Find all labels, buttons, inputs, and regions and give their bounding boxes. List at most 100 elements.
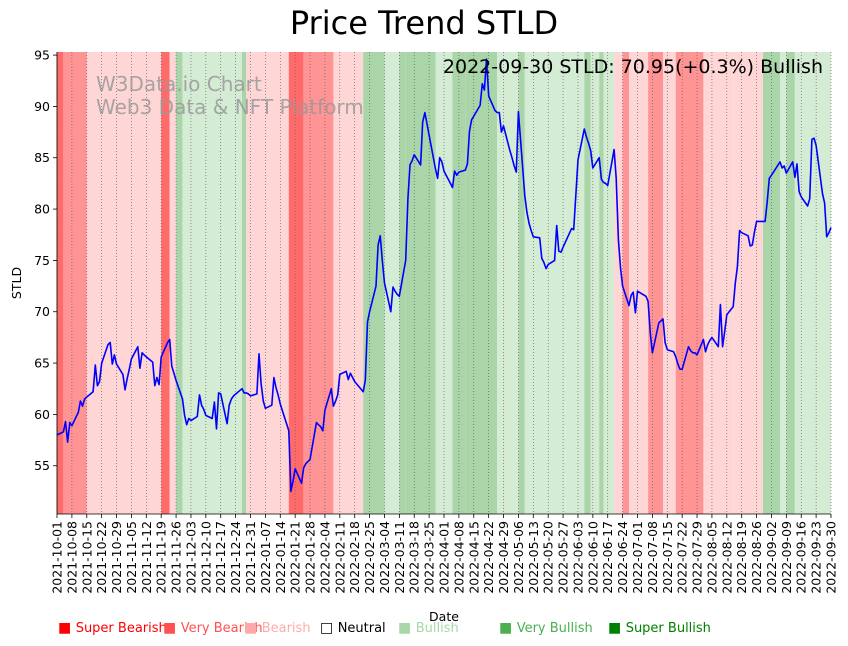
x-tick-label: 2022-02-25	[362, 521, 377, 594]
watermark-text: W3Data.io Chart	[96, 72, 262, 96]
legend-item-bearish: ■ Bearish	[244, 620, 311, 636]
legend-label: Bearish	[261, 621, 311, 636]
x-tick-label: 2021-11-26	[169, 521, 184, 594]
band-very-bullish	[399, 52, 406, 514]
y-tick-label: 55	[34, 458, 50, 473]
y-axis-label: STLD	[9, 267, 24, 299]
x-tick-label: 2022-09-02	[764, 521, 779, 594]
band-bearish	[703, 52, 734, 514]
x-tick-label: 2021-10-08	[64, 521, 79, 594]
x-tick-label: 2022-06-24	[615, 521, 630, 594]
x-tick-label: 2021-11-12	[139, 521, 154, 594]
y-tick-label: 95	[34, 48, 50, 63]
band-very-bearish	[622, 52, 629, 514]
x-tick-label: 2022-05-06	[511, 521, 526, 594]
band-bullish	[384, 52, 400, 514]
band-bullish	[590, 52, 600, 514]
y-tick-label: 80	[34, 202, 50, 217]
band-bullish	[794, 52, 831, 514]
legend-item-neutral: □ Neutral	[320, 620, 386, 636]
band-very-bearish	[303, 52, 334, 514]
x-tick-label: 2022-03-11	[392, 521, 407, 594]
band-super-bearish	[288, 52, 304, 514]
x-tick-label: 2022-08-05	[704, 521, 719, 594]
x-tick-label: 2022-04-15	[466, 521, 481, 594]
last-price-annotation: 2022-09-30 STLD: 70.95(+0.3%) Bullish	[443, 56, 823, 78]
band-bullish	[779, 52, 787, 514]
price-line-layer	[56, 58, 832, 493]
x-tick-label: 2022-09-23	[809, 521, 824, 594]
x-gridlines	[56, 52, 832, 514]
x-tick-label: 2022-08-26	[749, 521, 764, 594]
x-tick-label: 2021-12-03	[183, 521, 198, 594]
x-tick-label: 2022-01-07	[258, 521, 273, 594]
x-tick-label: 2022-03-25	[422, 521, 437, 594]
x-tick-label: 2022-09-16	[794, 521, 809, 594]
x-tick-label: 2022-07-22	[675, 521, 690, 594]
x-tick-label: 2021-12-10	[198, 521, 213, 594]
x-tick-label: 2022-01-14	[273, 521, 288, 594]
x-tick-label: 2021-12-17	[213, 521, 228, 594]
band-bullish	[182, 52, 242, 514]
legend-swatch: ■	[398, 620, 416, 636]
x-tick-label: 2021-11-05	[124, 521, 139, 594]
legend-swatch: ■	[499, 620, 517, 636]
x-tick-label: 2022-02-04	[317, 521, 332, 594]
legend-swatch: ■	[58, 620, 76, 636]
band-very-bearish	[648, 52, 664, 514]
x-tick-label: 2022-01-21	[288, 521, 303, 594]
legend-swatch: ■	[244, 620, 262, 636]
band-very-bullish	[405, 52, 436, 514]
x-tick-label: 2021-10-22	[94, 521, 109, 594]
band-bearish	[614, 52, 623, 514]
band-bearish	[169, 52, 177, 514]
legend-label: Super Bullish	[625, 621, 711, 636]
x-tick-label: 2022-02-18	[347, 521, 362, 594]
y-tick-label: 65	[34, 356, 50, 371]
band-bearish	[628, 52, 649, 514]
band-bullish	[497, 52, 519, 514]
x-tick-label: 2022-02-11	[332, 521, 347, 594]
legend-item-super-bullish: ■ Super Bullish	[608, 620, 711, 636]
legend-label: Neutral	[337, 621, 386, 636]
band-very-bullish	[786, 52, 795, 514]
y-tick-label: 70	[34, 304, 50, 319]
band-very-bullish	[584, 52, 591, 514]
band-super-bearish	[161, 52, 170, 514]
x-axis-label: Date	[429, 609, 459, 624]
x-tick-label: 2022-04-01	[437, 521, 452, 594]
x-tick-label: 2021-10-15	[79, 521, 94, 594]
band-very-bearish	[63, 52, 87, 514]
y-tick-label: 85	[34, 150, 50, 165]
x-tick-label: 2021-12-31	[243, 521, 258, 594]
band-very-bullish	[465, 52, 498, 514]
x-tick-label: 2022-09-30	[824, 521, 839, 594]
x-tick-label: 2021-12-24	[228, 521, 243, 594]
y-tick-label: 90	[34, 99, 50, 114]
legend-swatch: □	[320, 620, 338, 636]
legend-label: Bullish	[415, 621, 459, 636]
band-bearish	[663, 52, 676, 514]
x-tick-label: 2022-06-17	[600, 521, 615, 594]
band-bearish	[733, 52, 763, 514]
x-tick-label: 2022-05-13	[526, 521, 541, 594]
band-very-bullish	[176, 52, 183, 514]
x-tick-label: 2022-01-28	[303, 521, 318, 594]
band-very-bullish	[599, 52, 604, 514]
x-tick-label: 2022-03-18	[407, 521, 422, 594]
x-tick-label: 2022-05-20	[541, 521, 556, 594]
price-line	[56, 58, 832, 493]
x-tick-label: 2022-08-12	[719, 521, 734, 594]
band-very-bullish	[363, 52, 385, 514]
legend-item-bullish: ■ Bullish	[398, 620, 459, 636]
x-tick-label: 2022-04-29	[496, 521, 511, 594]
sentiment-bands	[57, 52, 831, 514]
legend-item-very-bearish: ■ Very Bearish	[163, 620, 263, 636]
band-very-bullish	[518, 52, 525, 514]
band-bearish	[333, 52, 364, 514]
legend-item-super-bearish: ■ Super Bearish	[58, 620, 167, 636]
x-tick-label: 2022-06-10	[585, 521, 600, 594]
x-tick-label: 2021-10-29	[109, 521, 124, 594]
chart-texts: 2021-10-01 2021-10-08 2021-10-15 2021-10-22…	[9, 48, 839, 624]
